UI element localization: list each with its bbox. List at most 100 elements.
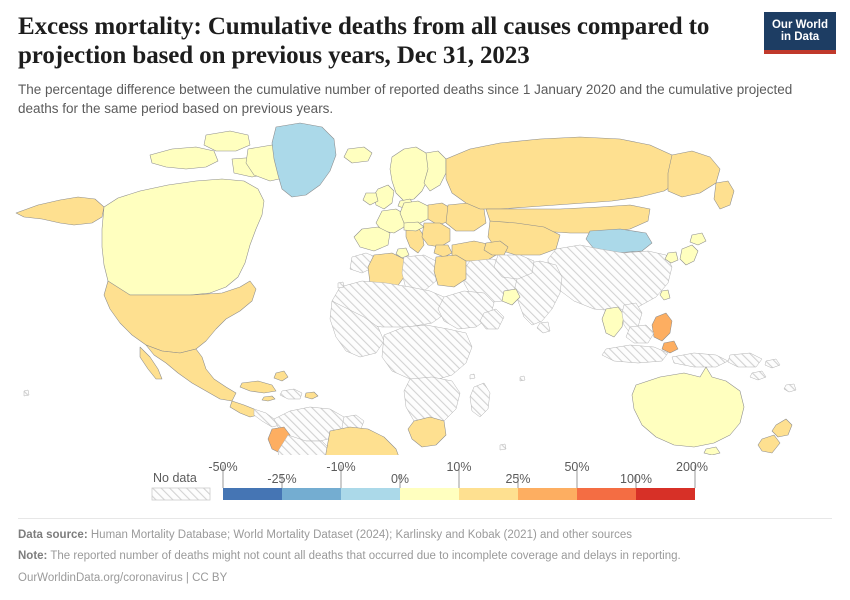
- country-tunisia[interactable]: [395, 247, 410, 259]
- footer-note-line: Note: The reported number of deaths migh…: [18, 546, 833, 567]
- chart-footer: Data source: Human Mortality Database; W…: [18, 525, 833, 589]
- country-madagascar-nodata[interactable]: [469, 382, 491, 418]
- footer-source-line: Data source: Human Mortality Database; W…: [18, 525, 833, 546]
- owid-logo-line2: in Data: [780, 31, 820, 43]
- country-fiji-nodata[interactable]: [783, 383, 797, 393]
- country-switzerland-austria[interactable]: [403, 221, 425, 232]
- owid-logo-line1: Our World: [771, 18, 828, 31]
- country-france[interactable]: [375, 208, 407, 234]
- country-alaska[interactable]: [15, 196, 105, 226]
- country-west-africa-nodata[interactable]: [329, 300, 385, 358]
- country-indonesia-nodata-2[interactable]: [671, 352, 729, 368]
- country-indonesia-nodata-1[interactable]: [601, 344, 669, 364]
- country-canada-arctic-2[interactable]: [203, 130, 251, 152]
- footer-source-label: Data source:: [18, 529, 88, 541]
- legend-bin-1[interactable]: [282, 488, 341, 500]
- country-bahamas[interactable]: [273, 370, 289, 382]
- legend-label-lower-1: 0%: [391, 472, 409, 486]
- country-hispaniola-nodata[interactable]: [279, 388, 303, 400]
- country-japan-north[interactable]: [689, 232, 707, 246]
- map-legend[interactable]: No data -50% -10% 10% 50% 200% -25% 0% 2…: [0, 455, 850, 507]
- country-png-nodata[interactable]: [727, 352, 763, 368]
- country-libya-nodata[interactable]: [401, 254, 437, 292]
- country-germany-poland[interactable]: [399, 200, 431, 226]
- country-philippines-south[interactable]: [661, 340, 679, 354]
- country-china-nodata[interactable]: [547, 244, 673, 312]
- country-somalia-nodata[interactable]: [479, 308, 505, 330]
- country-australia[interactable]: [631, 366, 745, 448]
- country-jamaica[interactable]: [261, 395, 276, 402]
- legend-bin-3[interactable]: [400, 488, 459, 500]
- country-russia[interactable]: [445, 136, 685, 210]
- country-norway-sweden-finland[interactable]: [389, 146, 431, 202]
- legend-bin-5[interactable]: [518, 488, 577, 500]
- country-balkans[interactable]: [421, 222, 451, 248]
- legend-label-upper-4: 200%: [676, 460, 708, 474]
- country-baja-california[interactable]: [139, 346, 163, 380]
- footer-note-label: Note:: [18, 550, 48, 563]
- country-canada-arctic-1[interactable]: [149, 146, 219, 170]
- footer-license-link[interactable]: CC BY: [192, 571, 228, 584]
- map-countries-layer: [15, 122, 797, 455]
- country-borneo-nodata[interactable]: [625, 324, 655, 344]
- country-png-east-nodata[interactable]: [764, 358, 781, 369]
- island-mark-4: [499, 443, 507, 451]
- country-mongolia[interactable]: [585, 228, 653, 254]
- legend-bin-0[interactable]: [223, 488, 282, 500]
- legend-no-data-swatch[interactable]: [151, 487, 211, 501]
- country-thailand-malaysia[interactable]: [601, 306, 625, 338]
- world-choropleth-map[interactable]: [0, 105, 850, 455]
- footer-link-line: OurWorldinData.org/coronavirus | CC BY: [18, 568, 833, 589]
- country-guatemala-honduras[interactable]: [229, 400, 259, 418]
- country-finland-east[interactable]: [423, 150, 447, 192]
- country-russia-kamchatka[interactable]: [713, 180, 735, 210]
- page-title: Excess mortality: Cumulative deaths from…: [18, 13, 710, 70]
- country-iceland[interactable]: [343, 146, 373, 164]
- country-canada[interactable]: [101, 178, 265, 296]
- chart-header: Excess mortality: Cumulative deaths from…: [0, 0, 850, 118]
- country-tasmania[interactable]: [703, 446, 721, 455]
- country-iran-nodata[interactable]: [493, 254, 535, 280]
- country-ireland[interactable]: [362, 192, 379, 206]
- footer-owid-link[interactable]: OurWorldinData.org/coronavirus: [18, 571, 183, 584]
- country-taiwan[interactable]: [659, 289, 671, 301]
- legend-label-lower-3: 100%: [620, 472, 652, 486]
- country-greece[interactable]: [433, 244, 453, 258]
- legend-color-bar[interactable]: [223, 488, 695, 500]
- country-greenland[interactable]: [271, 122, 337, 198]
- country-united-states[interactable]: [103, 280, 257, 354]
- country-russia-east[interactable]: [667, 150, 721, 198]
- country-south-africa[interactable]: [407, 416, 447, 448]
- country-mexico[interactable]: [145, 344, 237, 402]
- chart-subtitle: The percentage difference between the cu…: [18, 81, 793, 116]
- island-mark-3: [23, 389, 30, 397]
- country-panama-nodata[interactable]: [253, 408, 281, 428]
- island-mark-2: [519, 375, 526, 382]
- country-cuba[interactable]: [239, 380, 277, 394]
- country-egypt[interactable]: [433, 254, 467, 288]
- country-spain-portugal[interactable]: [353, 226, 391, 252]
- country-philippines[interactable]: [651, 312, 673, 342]
- footer-link-separator: |: [185, 571, 189, 584]
- country-central-africa-nodata[interactable]: [381, 324, 473, 382]
- country-pacific-islands-nodata-1[interactable]: [749, 370, 767, 381]
- legend-bin-2[interactable]: [341, 488, 400, 500]
- country-brazil[interactable]: [324, 426, 402, 455]
- country-sri-lanka-nodata[interactable]: [536, 321, 551, 334]
- legend-no-data-label: No data: [153, 471, 197, 485]
- legend-bin-6[interactable]: [577, 488, 636, 500]
- country-oman[interactable]: [501, 288, 521, 306]
- legend-label-upper-0: -50%: [208, 460, 237, 474]
- country-new-zealand-south[interactable]: [757, 434, 781, 454]
- legend-label-lower-0: -25%: [267, 472, 296, 486]
- country-new-zealand-north[interactable]: [771, 418, 793, 438]
- country-japan[interactable]: [679, 244, 699, 266]
- footer-divider: [18, 518, 832, 519]
- legend-bin-4[interactable]: [459, 488, 518, 500]
- owid-logo[interactable]: Our World in Data: [764, 12, 836, 54]
- country-peru-bolivia-nodata[interactable]: [277, 434, 332, 455]
- country-puerto-rico[interactable]: [304, 391, 319, 400]
- legend-bin-7[interactable]: [636, 488, 695, 500]
- country-south-korea[interactable]: [664, 251, 679, 264]
- footer-note-text: The reported number of deaths might not …: [50, 550, 681, 563]
